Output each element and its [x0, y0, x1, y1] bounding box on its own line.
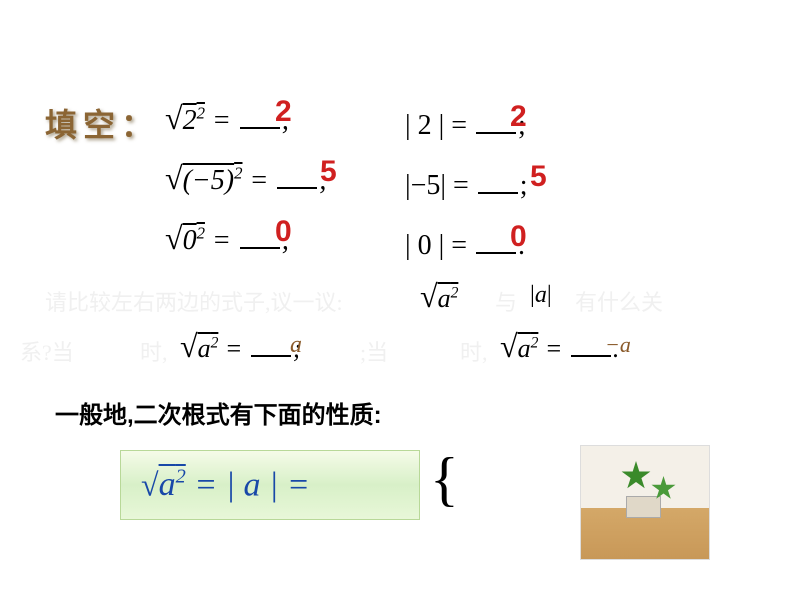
eq-right-1: | 2 | = ; — [405, 110, 526, 142]
formula-text: √a2 = | a | = — [141, 466, 310, 504]
mid-expr-1: √a2 = ; — [180, 328, 302, 365]
faded-abs-a: |a| — [530, 282, 552, 309]
ans-right-3: 0 — [510, 220, 527, 254]
plant-image — [580, 445, 710, 560]
faded-text-1b: 与 — [495, 285, 517, 317]
faded-text-1c: 有什么关 — [575, 285, 663, 317]
formula-box: √a2 = | a | = — [120, 450, 420, 520]
ans-left-2: 5 — [320, 155, 337, 189]
eq-right-2: |−5| = ; — [405, 170, 528, 202]
faded-text-2b: 时, — [140, 335, 168, 367]
mid-ans-1: a — [290, 332, 302, 359]
section-label: 填空： — [45, 100, 159, 146]
ans-left-3: 0 — [275, 215, 292, 249]
faded-text-2c: ;当 — [360, 335, 388, 367]
eq-left-1: √22 = , — [165, 100, 289, 137]
faded-text-2d: 时, — [460, 335, 488, 367]
ans-left-1: 2 — [275, 95, 292, 129]
faded-text-2a: 系?当 — [20, 335, 74, 367]
eq-left-2: √(−5)2 = , — [165, 160, 326, 197]
ans-right-2: 5 — [530, 160, 547, 194]
faded-sqrt-a2: √a2 — [420, 278, 458, 315]
mid-expr-2: √a2 = . — [500, 328, 619, 365]
brace-icon: { — [430, 445, 459, 514]
eq-left-3: √02 = , — [165, 220, 289, 257]
ans-right-1: 2 — [510, 100, 527, 134]
property-subtitle: 一般地,二次根式有下面的性质: — [55, 395, 382, 430]
mid-ans-2: −a — [605, 332, 631, 358]
faded-text-1: 请比较左右两边的式子,议一议: — [45, 285, 343, 317]
eq-right-3: | 0 | = . — [405, 230, 525, 262]
